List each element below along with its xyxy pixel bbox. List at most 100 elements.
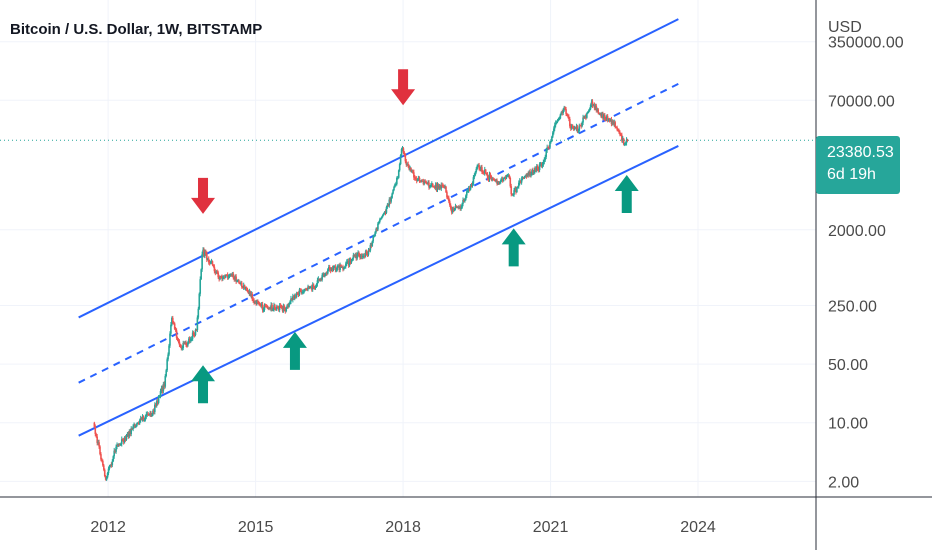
candle-up xyxy=(273,305,275,310)
candle-down xyxy=(245,288,248,290)
candle-up xyxy=(369,244,372,251)
candle-up xyxy=(475,168,478,172)
candle-down xyxy=(510,186,513,195)
candle-up xyxy=(248,291,251,294)
arrow-up-icon xyxy=(501,228,526,267)
candle-down xyxy=(104,475,107,480)
candle-up xyxy=(462,199,464,204)
candle-up xyxy=(558,118,561,120)
candle-up xyxy=(495,180,497,182)
candle-up xyxy=(395,184,397,186)
arrow-up-icon xyxy=(282,331,307,370)
candle-down xyxy=(326,273,328,275)
candle-up xyxy=(517,182,520,187)
candle-down xyxy=(621,134,623,141)
candle-up xyxy=(120,439,123,444)
candle-down xyxy=(365,251,368,254)
candle-up xyxy=(227,276,230,278)
arrow-up-icon xyxy=(614,174,639,213)
candle-down xyxy=(580,125,582,127)
candle-up xyxy=(392,190,394,194)
candle-down xyxy=(297,293,300,295)
candle-up xyxy=(391,193,393,198)
candle-down xyxy=(602,113,604,119)
candle-down xyxy=(492,178,495,180)
candle-down xyxy=(178,341,181,345)
candle-down xyxy=(509,178,512,187)
candle-up xyxy=(436,184,439,190)
candle-up xyxy=(577,130,580,132)
candle-up xyxy=(155,400,158,407)
channel-boundary-line xyxy=(78,145,679,437)
candle-up xyxy=(513,190,515,195)
candle-down xyxy=(414,178,417,180)
candle-up xyxy=(144,416,147,420)
candle-up xyxy=(456,206,459,208)
candle-up xyxy=(543,159,546,162)
candle-down xyxy=(532,170,534,173)
candle-down xyxy=(193,334,196,336)
candle-down xyxy=(490,176,493,180)
candle-up xyxy=(106,473,109,478)
candle-up xyxy=(108,466,111,469)
candle-down xyxy=(257,301,259,303)
candle-down xyxy=(183,342,185,344)
candle-up xyxy=(528,171,530,176)
candle-down xyxy=(93,422,96,427)
candle-up xyxy=(364,251,367,256)
candle-up xyxy=(471,183,474,186)
candle-up xyxy=(181,348,184,350)
candle-down xyxy=(487,178,490,180)
candle-down xyxy=(313,287,316,289)
candle-down xyxy=(347,261,350,266)
candle-up xyxy=(135,425,137,427)
candle-up xyxy=(397,170,400,178)
candle-up xyxy=(552,132,554,137)
candle-up xyxy=(146,413,149,415)
price-axis-ticks[interactable]: 2.00 10.00 50.00 250.00 2000.00 70000.00 35000… xyxy=(828,35,904,492)
candle-down xyxy=(622,138,625,145)
candle-up xyxy=(112,456,115,462)
candle-up xyxy=(162,384,165,392)
candle-up xyxy=(341,267,343,269)
candle-up xyxy=(268,308,271,310)
candle-up xyxy=(557,118,560,121)
candle-down xyxy=(127,433,130,437)
candle-up xyxy=(107,468,110,474)
candle-up xyxy=(118,444,120,446)
candle-up xyxy=(199,279,202,294)
candle-down xyxy=(415,178,418,181)
bar-countdown: 6d 19h xyxy=(827,166,876,183)
candle-down xyxy=(213,266,216,272)
candle-up xyxy=(240,282,242,284)
candle-up xyxy=(319,279,322,281)
candle-down xyxy=(481,167,483,172)
candle-down xyxy=(413,172,415,178)
candle-down xyxy=(308,286,310,289)
candle-up xyxy=(624,142,627,145)
candle-up xyxy=(151,414,153,416)
candle-down xyxy=(489,174,492,177)
candle-down xyxy=(579,125,582,127)
candle-down xyxy=(320,279,323,281)
candle-up xyxy=(534,168,536,173)
candle-up xyxy=(383,212,386,214)
candle-up xyxy=(196,317,199,331)
candle-down xyxy=(154,404,157,407)
time-axis-ticks[interactable]: 2012 2015 2018 2021 2024 xyxy=(90,519,716,536)
price-tick-label: 2.00 xyxy=(828,474,859,491)
candle-up xyxy=(380,216,383,219)
candle-down xyxy=(186,344,188,346)
candle-up xyxy=(460,207,462,209)
candle-up xyxy=(517,186,519,188)
candle-down xyxy=(384,212,387,214)
candle-up xyxy=(377,223,379,230)
candle-up xyxy=(231,273,234,276)
candle-up xyxy=(292,296,294,300)
candle-down xyxy=(445,186,447,193)
candle-up xyxy=(244,288,247,290)
candle-up xyxy=(518,180,521,183)
candle-up xyxy=(367,249,370,255)
candle-up xyxy=(310,286,312,288)
